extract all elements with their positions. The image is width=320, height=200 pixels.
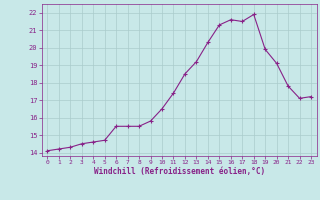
X-axis label: Windchill (Refroidissement éolien,°C): Windchill (Refroidissement éolien,°C) (94, 167, 265, 176)
